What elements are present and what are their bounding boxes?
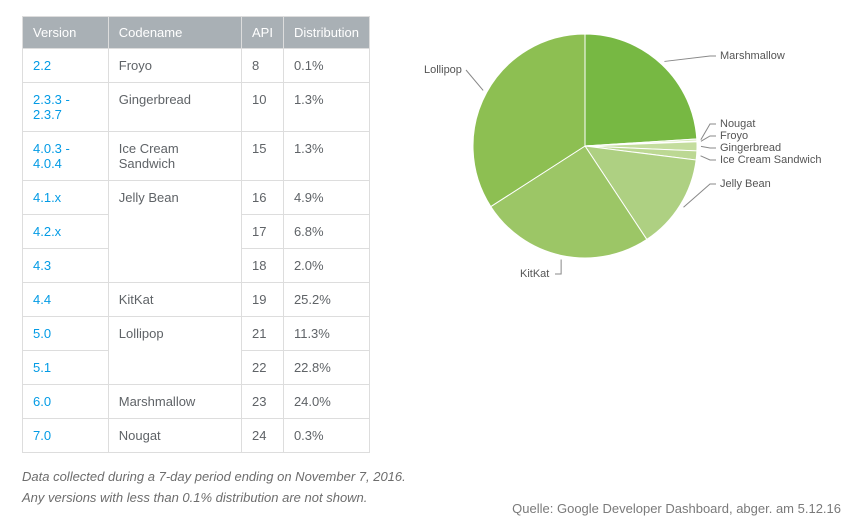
cell-version[interactable]: 4.4 <box>23 283 109 317</box>
table-row: 4.1.xJelly Bean164.9% <box>23 181 370 215</box>
cell-api: 8 <box>241 49 283 83</box>
pie-label-marshmallow: Marshmallow <box>720 50 785 62</box>
cell-distribution: 2.0% <box>283 249 369 283</box>
pie-chart-area: Marshmallow NougatFroyoGingerbreadIce Cre… <box>410 16 830 316</box>
cell-api: 16 <box>241 181 283 215</box>
cell-distribution: 22.8% <box>283 351 369 385</box>
cell-version[interactable]: 2.2 <box>23 49 109 83</box>
cell-version[interactable]: 5.1 <box>23 351 109 385</box>
cell-codename: Jelly Bean <box>108 181 241 283</box>
cell-version[interactable]: 2.3.3 - 2.3.7 <box>23 83 109 132</box>
cell-api: 17 <box>241 215 283 249</box>
cell-api: 21 <box>241 317 283 351</box>
cell-version[interactable]: 4.2.x <box>23 215 109 249</box>
cell-api: 18 <box>241 249 283 283</box>
th-distribution: Distribution <box>283 17 369 49</box>
cell-distribution: 11.3% <box>283 317 369 351</box>
table-row: 7.0Nougat240.3% <box>23 419 370 453</box>
th-api: API <box>241 17 283 49</box>
cell-version[interactable]: 4.1.x <box>23 181 109 215</box>
pie-label-jelly-bean: Jelly Bean <box>720 178 771 190</box>
pie-label-froyo: Froyo <box>720 130 748 142</box>
pie-label-lollipop: Lollipop <box>424 64 462 76</box>
pie-label-kitkat: KitKat <box>520 268 549 280</box>
cell-api: 19 <box>241 283 283 317</box>
table-row: 2.3.3 - 2.3.7Gingerbread101.3% <box>23 83 370 132</box>
footnote-1: Data collected during a 7-day period end… <box>22 467 859 488</box>
cell-version[interactable]: 6.0 <box>23 385 109 419</box>
cell-distribution: 1.3% <box>283 83 369 132</box>
cell-codename: Ice Cream Sandwich <box>108 132 241 181</box>
cell-distribution: 0.3% <box>283 419 369 453</box>
cell-api: 22 <box>241 351 283 385</box>
table-row: 4.0.3 - 4.0.4Ice Cream Sandwich151.3% <box>23 132 370 181</box>
table-row: 6.0Marshmallow2324.0% <box>23 385 370 419</box>
cell-codename: Lollipop <box>108 317 241 385</box>
cell-codename: Nougat <box>108 419 241 453</box>
cell-distribution: 6.8% <box>283 215 369 249</box>
table-row: 5.0Lollipop2111.3% <box>23 317 370 351</box>
cell-api: 23 <box>241 385 283 419</box>
cell-api: 15 <box>241 132 283 181</box>
cell-api: 24 <box>241 419 283 453</box>
cell-version[interactable]: 7.0 <box>23 419 109 453</box>
cell-api: 10 <box>241 83 283 132</box>
cell-distribution: 1.3% <box>283 132 369 181</box>
cell-codename: Marshmallow <box>108 385 241 419</box>
pie-label-gingerbread: Gingerbread <box>720 142 781 154</box>
table-row: 2.2Froyo80.1% <box>23 49 370 83</box>
cell-version[interactable]: 4.3 <box>23 249 109 283</box>
table-row: 4.4KitKat1925.2% <box>23 283 370 317</box>
pie-chart: Marshmallow NougatFroyoGingerbreadIce Cre… <box>410 16 830 316</box>
pie-label-nougat: Nougat <box>720 118 755 130</box>
cell-distribution: 4.9% <box>283 181 369 215</box>
cell-codename: Froyo <box>108 49 241 83</box>
cell-distribution: 24.0% <box>283 385 369 419</box>
th-codename: Codename <box>108 17 241 49</box>
distribution-table: Version Codename API Distribution 2.2Fro… <box>22 16 370 453</box>
source-attribution: Quelle: Google Developer Dashboard, abge… <box>512 501 841 516</box>
th-version: Version <box>23 17 109 49</box>
cell-codename: Gingerbread <box>108 83 241 132</box>
pie-slice-marshmallow <box>585 34 697 146</box>
cell-distribution: 25.2% <box>283 283 369 317</box>
cell-codename: KitKat <box>108 283 241 317</box>
pie-label-ice-cream-sandwich: Ice Cream Sandwich <box>720 154 822 166</box>
cell-version[interactable]: 4.0.3 - 4.0.4 <box>23 132 109 181</box>
cell-version[interactable]: 5.0 <box>23 317 109 351</box>
cell-distribution: 0.1% <box>283 49 369 83</box>
